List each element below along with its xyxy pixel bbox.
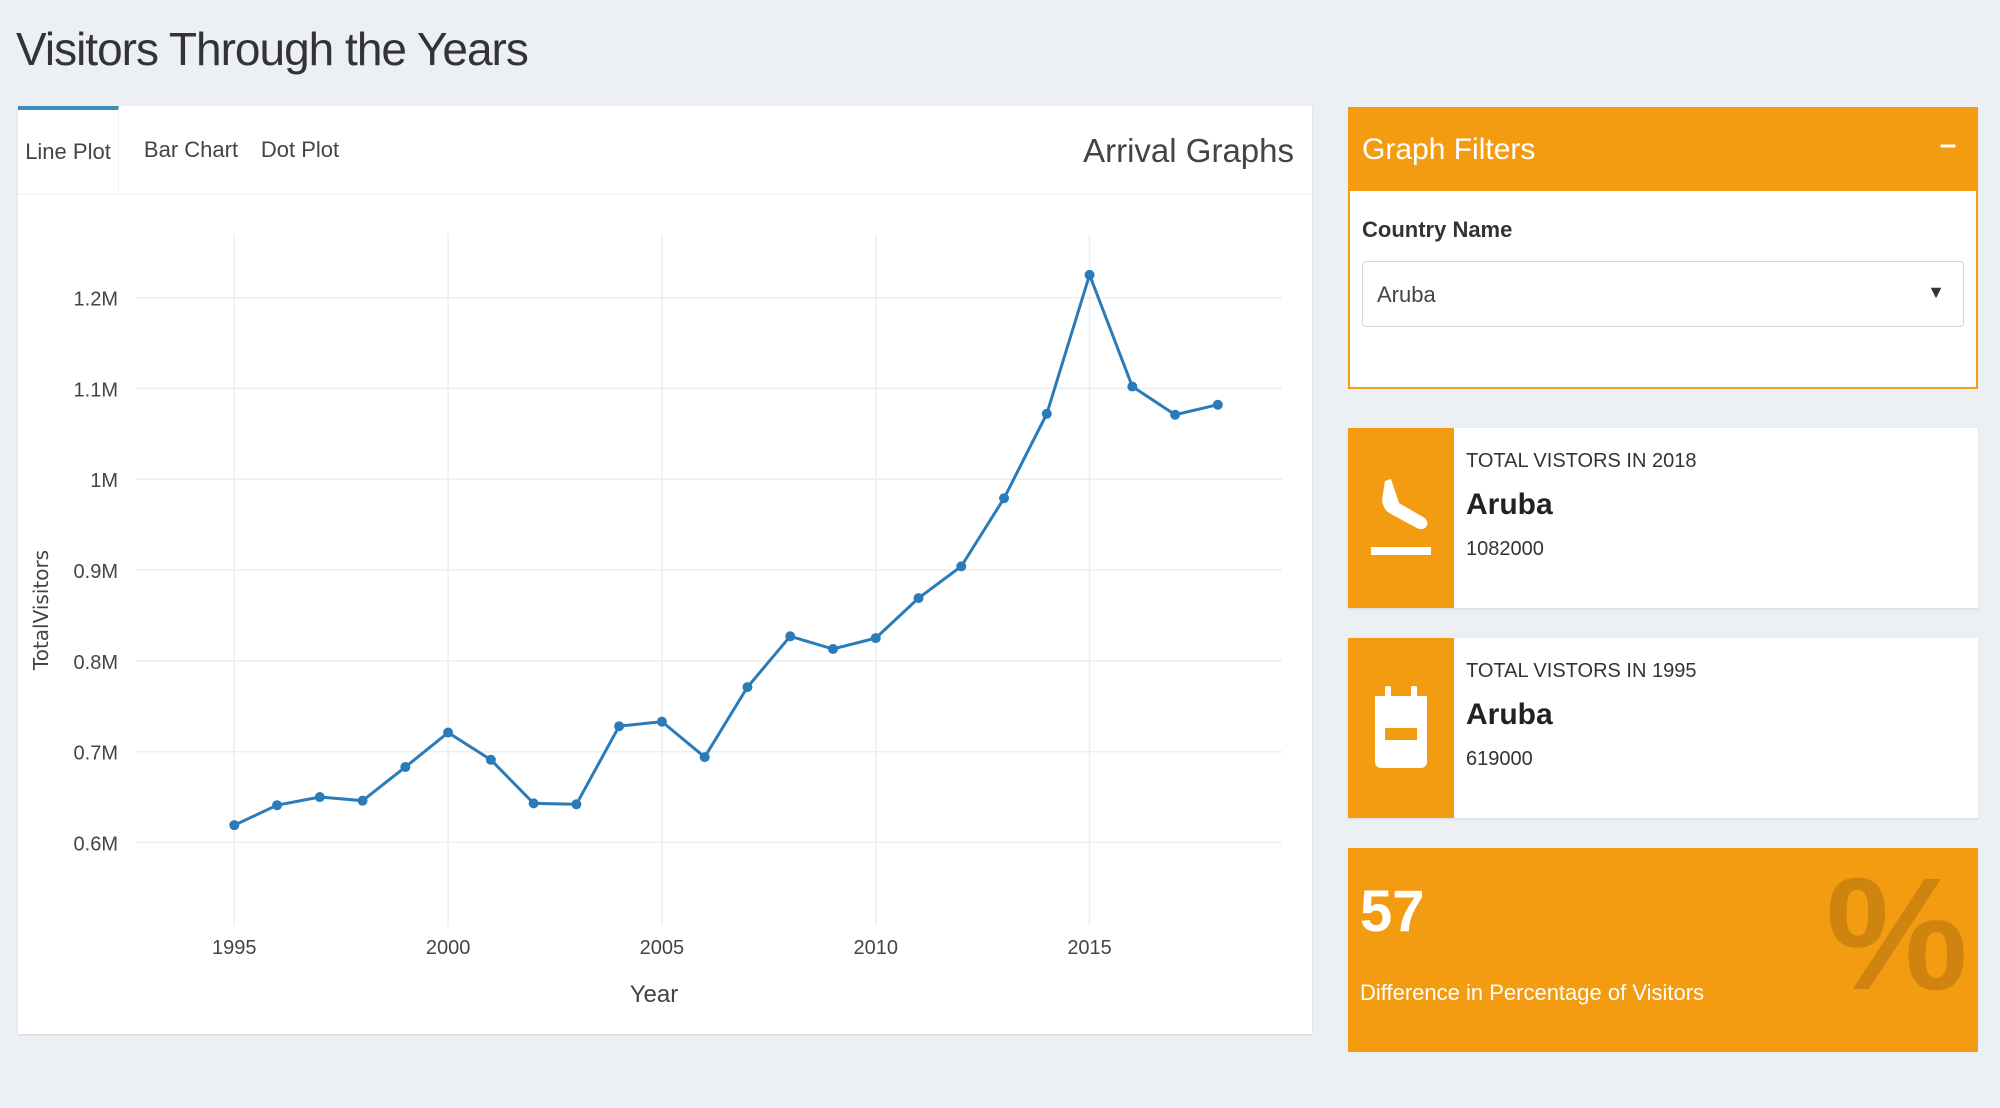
tab-dot-plot[interactable]: Dot Plot — [260, 137, 340, 162]
arrival-graphs-box: Line Plot Bar Chart Dot Plot Arrival Gra… — [18, 106, 1312, 1034]
filter-header: Graph Filters – — [1350, 109, 1976, 191]
y-tick-label: 0.6M — [74, 833, 118, 855]
y-tick-label: 0.8M — [74, 652, 118, 674]
data-point — [1170, 409, 1181, 420]
info-box-2018: TOTAL VISTORS IN 2018 Aruba 1082000 — [1348, 428, 1978, 608]
tab-bar-chart[interactable]: Bar Chart — [143, 137, 239, 162]
percent-icon: % — [1825, 848, 1968, 1023]
data-point — [272, 800, 283, 811]
data-point — [528, 798, 539, 809]
x-tick-label: 2015 — [1067, 937, 1112, 959]
calendar-icon — [1348, 638, 1454, 818]
line-chart-svg: 0.6M 0.7M 0.8M 0.9M 1M 1.1M 1.2M 1995 2000 2005 2… — [29, 234, 1282, 1008]
data-point — [913, 593, 924, 604]
info-label-2018: TOTAL VISTORS IN 2018 — [1466, 450, 1697, 472]
x-tick-label: 2005 — [640, 937, 685, 959]
x-tick-label: 2000 — [426, 937, 471, 959]
info-value-2018: 1082000 — [1466, 538, 1544, 560]
data-point — [699, 752, 710, 763]
data-point — [870, 633, 881, 644]
data-point — [956, 561, 967, 572]
x-tick-label: 1995 — [212, 937, 257, 959]
country-name-label: Country Name — [1362, 217, 1513, 242]
country-select[interactable]: Aruba ▼ — [1362, 261, 1964, 327]
y-axis-title: TotalVisitors — [29, 550, 53, 671]
percent-label: Difference in Percentage of Visitors — [1360, 980, 1705, 1005]
data-points — [229, 269, 1223, 831]
y-tick-label: 0.7M — [74, 743, 118, 765]
data-point — [742, 682, 753, 693]
page-title: Visitors Through the Years — [16, 23, 529, 75]
y-tick-label: 1M — [90, 470, 118, 492]
y-tick-labels: 0.6M 0.7M 0.8M 0.9M 1M 1.1M 1.2M — [74, 289, 118, 856]
collapse-button[interactable]: – — [1939, 128, 1957, 161]
line-chart[interactable]: 0.6M 0.7M 0.8M 0.9M 1M 1.1M 1.2M 1995 2000 2005 2… — [18, 194, 1312, 1034]
data-point — [785, 631, 796, 642]
data-point — [571, 799, 582, 810]
data-point — [314, 792, 325, 803]
box-title: Arrival Graphs — [1083, 132, 1294, 169]
info-country-2018: Aruba — [1466, 488, 1553, 521]
y-gridlines — [136, 296, 1282, 844]
filter-title: Graph Filters — [1362, 133, 1536, 166]
y-tick-label: 1.2M — [74, 289, 118, 311]
data-point — [614, 721, 625, 732]
x-tick-label: 2010 — [853, 937, 898, 959]
data-point — [656, 716, 667, 727]
data-point — [229, 820, 240, 831]
series-line — [233, 270, 1219, 827]
data-point — [485, 754, 496, 765]
graph-filters-box: Graph Filters – Country Name Aruba ▼ — [1348, 107, 1978, 389]
x-axis-title: Year — [630, 981, 679, 1008]
x-gridlines — [233, 234, 1091, 926]
x-tick-labels: 1995 2000 2005 2010 2015 — [212, 937, 1112, 959]
percent-value: 57 — [1360, 879, 1425, 944]
data-point — [1084, 269, 1095, 280]
y-tick-label: 1.1M — [74, 379, 118, 401]
info-box-1995: TOTAL VISTORS IN 1995 Aruba 619000 — [1348, 638, 1978, 818]
tabs-bar: Line Plot Bar Chart Dot Plot Arrival Gra… — [18, 106, 1312, 195]
data-point — [400, 762, 411, 773]
info-value-1995: 619000 — [1466, 748, 1533, 770]
data-point — [357, 795, 368, 806]
chevron-down-icon: ▼ — [1927, 282, 1945, 302]
data-point — [443, 727, 454, 738]
plane-landing-icon — [1348, 428, 1454, 608]
tab-line-plot[interactable]: Line Plot — [18, 106, 119, 194]
data-point — [1127, 381, 1138, 392]
y-tick-label: 0.9M — [74, 561, 118, 583]
percent-difference-box: 57 Difference in Percentage of Visitors … — [1348, 848, 1978, 1052]
country-select-value: Aruba — [1377, 282, 1436, 307]
data-point — [999, 493, 1010, 504]
info-label-1995: TOTAL VISTORS IN 1995 — [1466, 660, 1697, 682]
info-country-1995: Aruba — [1466, 698, 1553, 731]
data-point — [1041, 408, 1052, 419]
data-point — [827, 644, 838, 655]
data-point — [1212, 399, 1223, 410]
